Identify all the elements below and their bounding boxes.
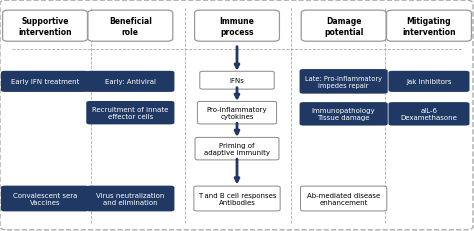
Text: Convalescent sera
Vaccines: Convalescent sera Vaccines xyxy=(13,192,77,205)
Text: Damage
potential: Damage potential xyxy=(324,17,364,36)
FancyBboxPatch shape xyxy=(300,70,388,94)
FancyBboxPatch shape xyxy=(194,11,279,42)
Text: Immune
process: Immune process xyxy=(219,17,255,36)
FancyBboxPatch shape xyxy=(197,102,277,124)
FancyBboxPatch shape xyxy=(387,11,471,42)
FancyBboxPatch shape xyxy=(1,186,89,212)
Text: Immunopathology
Tissue damage: Immunopathology Tissue damage xyxy=(312,108,375,121)
Text: Early: Antiviral: Early: Antiviral xyxy=(105,79,156,85)
Text: IFNs: IFNs xyxy=(229,78,245,84)
Text: Beneficial
role: Beneficial role xyxy=(109,17,152,36)
Text: T and B cell responses
Antibodies: T and B cell responses Antibodies xyxy=(198,192,276,205)
Text: Priming of
adaptive immunity: Priming of adaptive immunity xyxy=(204,142,270,156)
FancyBboxPatch shape xyxy=(301,11,386,42)
FancyBboxPatch shape xyxy=(200,72,274,90)
Text: Late: Pro-inflammatory
impedes repair: Late: Pro-inflammatory impedes repair xyxy=(305,75,382,89)
Text: Mitigating
intervention: Mitigating intervention xyxy=(402,17,456,36)
FancyBboxPatch shape xyxy=(1,72,89,92)
Text: Supportive
intervention: Supportive intervention xyxy=(18,17,72,36)
Text: Virus neutralization
and elimination: Virus neutralization and elimination xyxy=(96,192,164,205)
FancyBboxPatch shape xyxy=(194,186,280,211)
FancyBboxPatch shape xyxy=(388,72,469,92)
Text: Early IFN treatment: Early IFN treatment xyxy=(11,79,79,85)
FancyBboxPatch shape xyxy=(195,138,279,160)
Text: aIL-6
Dexamethasone: aIL-6 Dexamethasone xyxy=(401,108,457,121)
FancyBboxPatch shape xyxy=(300,103,388,126)
Text: Pro-inflammatory
cytokines: Pro-inflammatory cytokines xyxy=(207,106,267,120)
FancyBboxPatch shape xyxy=(301,186,387,211)
FancyBboxPatch shape xyxy=(86,102,174,125)
FancyBboxPatch shape xyxy=(86,72,174,92)
FancyBboxPatch shape xyxy=(3,11,87,42)
FancyBboxPatch shape xyxy=(88,11,173,42)
FancyBboxPatch shape xyxy=(388,103,469,126)
Text: Ab-mediated disease
enhancement: Ab-mediated disease enhancement xyxy=(307,192,380,205)
Text: Recruitment of innate
effector cells: Recruitment of innate effector cells xyxy=(92,106,169,120)
Text: Jak inhibitors: Jak inhibitors xyxy=(406,79,452,85)
FancyBboxPatch shape xyxy=(86,186,174,212)
